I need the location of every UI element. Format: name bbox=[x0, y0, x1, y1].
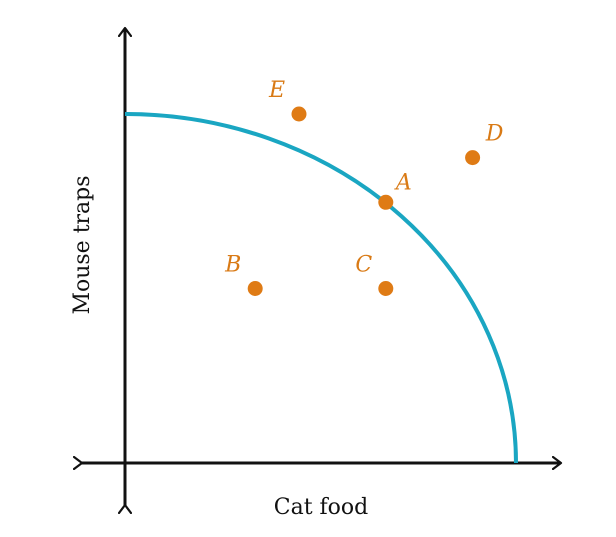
y-axis-label: Mouse traps bbox=[70, 175, 95, 314]
point-label-c: C bbox=[355, 253, 372, 278]
point-b bbox=[247, 281, 263, 296]
production-possibility-curve bbox=[124, 112, 518, 464]
point-label-b: B bbox=[224, 253, 241, 278]
points-layer: E D A B C bbox=[224, 78, 504, 296]
point-label-a: A bbox=[394, 170, 412, 195]
point-a bbox=[378, 194, 394, 210]
point-c bbox=[378, 281, 394, 296]
point-label-d: D bbox=[485, 122, 504, 147]
point-d bbox=[465, 150, 481, 166]
x-axis-label: Cat food bbox=[274, 495, 369, 520]
point-label-e: E bbox=[268, 78, 285, 103]
point-e bbox=[291, 106, 307, 122]
